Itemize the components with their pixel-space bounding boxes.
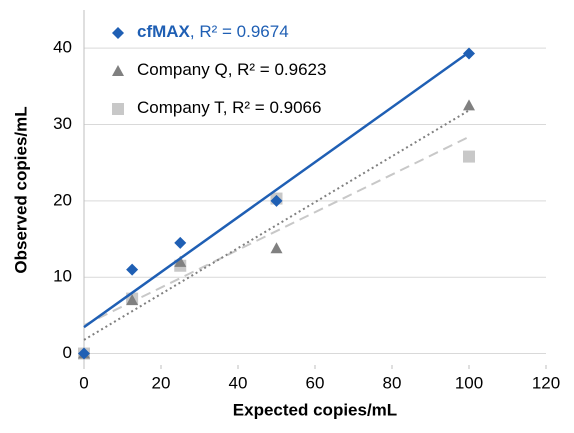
trendline bbox=[83, 135, 470, 327]
y-tick-label: 30 bbox=[53, 114, 72, 133]
trendline bbox=[83, 109, 470, 341]
y-tick-label: 0 bbox=[63, 343, 72, 362]
y-axis-label: Observed copies/mL bbox=[11, 106, 30, 273]
legend-label: Company Q, R² = 0.9623 bbox=[137, 60, 326, 79]
legend-r2: , R² = 0.9623 bbox=[228, 60, 327, 79]
legend-label: cfMAX, R² = 0.9674 bbox=[137, 22, 289, 41]
marker bbox=[174, 236, 187, 249]
x-tick-label: 80 bbox=[383, 373, 402, 392]
marker bbox=[463, 47, 475, 60]
marker bbox=[126, 263, 139, 276]
marker bbox=[270, 242, 283, 254]
y-tick-label: 10 bbox=[53, 267, 72, 286]
marker bbox=[463, 150, 475, 163]
trendline bbox=[83, 51, 470, 329]
marker bbox=[463, 99, 475, 111]
x-tick-label: 0 bbox=[79, 373, 88, 392]
legend-name: cfMAX bbox=[137, 22, 191, 41]
legend-r2: , R² = 0.9674 bbox=[190, 22, 289, 41]
x-tick-label: 40 bbox=[229, 373, 248, 392]
legend-marker bbox=[112, 103, 124, 115]
legend-marker bbox=[112, 65, 124, 76]
legend-label: Company T, R² = 0.9066 bbox=[137, 98, 321, 117]
y-tick-label: 40 bbox=[53, 38, 72, 57]
x-tick-label: 60 bbox=[306, 373, 325, 392]
legend-name: Company T bbox=[137, 98, 224, 117]
x-tick-label: 120 bbox=[532, 373, 560, 392]
x-axis-label: Expected copies/mL bbox=[233, 400, 397, 419]
legend-name: Company Q bbox=[137, 60, 228, 79]
marker bbox=[174, 255, 187, 267]
legend-marker bbox=[112, 27, 124, 39]
marker bbox=[126, 294, 139, 306]
x-tick-label: 20 bbox=[152, 373, 171, 392]
legend-r2: , R² = 0.9066 bbox=[223, 98, 322, 117]
marker bbox=[78, 347, 90, 360]
marker bbox=[270, 194, 283, 207]
x-tick-label: 100 bbox=[455, 373, 483, 392]
y-tick-label: 20 bbox=[53, 190, 72, 209]
